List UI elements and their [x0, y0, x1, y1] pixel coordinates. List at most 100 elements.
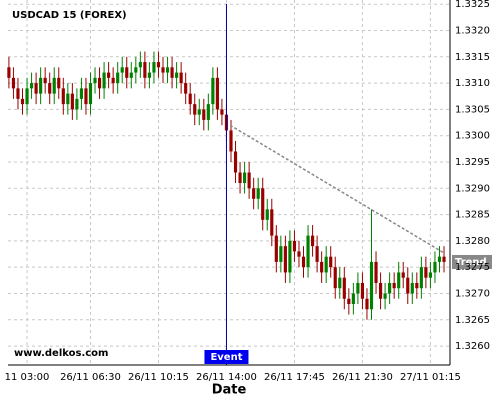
y-tick-label: 1.3295	[455, 157, 490, 168]
candle-body	[401, 272, 405, 278]
x-tick-label: 26/11 14:00	[196, 372, 257, 383]
candle-body	[175, 72, 179, 78]
candle-body	[102, 72, 106, 89]
candle-body	[197, 109, 201, 115]
candle-body	[415, 282, 419, 289]
candle-body	[97, 77, 102, 89]
candle-body	[383, 293, 387, 299]
y-tick-label: 1.3300	[455, 131, 490, 142]
candle-body	[442, 256, 446, 262]
candle-body	[351, 293, 355, 304]
candle-body	[320, 261, 324, 273]
candle-body	[116, 72, 120, 84]
trend-label-box	[452, 254, 492, 269]
candle-body	[437, 256, 442, 262]
candle-body	[247, 172, 251, 189]
candle-body	[202, 109, 206, 120]
candle-body	[120, 67, 124, 73]
y-tick-label: 1.3260	[455, 341, 490, 352]
x-tick-label: 26/11 17:45	[264, 372, 325, 383]
candle-body	[43, 77, 47, 84]
candle-body	[48, 83, 52, 94]
y-tick-label: 1.3315	[455, 52, 490, 63]
candle-body	[338, 277, 342, 289]
trend-line	[229, 124, 445, 254]
candle-body	[129, 72, 133, 78]
y-tick-label: 1.3310	[455, 78, 490, 89]
candle-body	[388, 282, 392, 294]
grid	[8, 0, 450, 365]
candle-body	[433, 261, 437, 273]
candle-body	[392, 282, 396, 289]
candle-body	[333, 267, 337, 289]
x-tick-label: 26/11 10:15	[128, 372, 189, 383]
candle-body	[419, 267, 423, 289]
candle-body	[152, 62, 156, 73]
candle-body	[274, 235, 278, 262]
candle-body	[147, 72, 151, 78]
candle-body	[310, 235, 315, 247]
candle-body	[165, 67, 170, 73]
candle-body	[179, 72, 183, 84]
candle-body	[324, 256, 328, 273]
y-tick-label: 1.3275	[455, 262, 490, 273]
x-tick-label: 27/11 01:15	[400, 372, 461, 383]
candle-body	[374, 261, 378, 283]
y-tick-label: 1.3320	[455, 26, 490, 37]
candle-body	[220, 109, 224, 115]
candle-body	[306, 235, 310, 268]
candle-body	[329, 256, 333, 268]
candle-body	[369, 261, 374, 310]
candle-body	[397, 272, 401, 289]
candle-body	[61, 88, 65, 105]
event-label-box	[204, 350, 249, 364]
candle-body	[256, 188, 260, 199]
candle-body	[143, 62, 147, 78]
y-tick-label: 1.3290	[455, 183, 490, 194]
candle-body	[288, 240, 292, 273]
candle-body	[20, 98, 25, 105]
candle-body	[356, 282, 360, 294]
candle-body	[25, 88, 29, 105]
candle-body	[252, 188, 256, 199]
candle-body	[125, 67, 129, 78]
candle-body	[70, 93, 74, 110]
candle-body	[39, 77, 43, 94]
candle-body	[29, 83, 34, 89]
candle-body	[424, 267, 428, 278]
candle-body	[93, 77, 97, 84]
candle-body	[170, 67, 174, 78]
candles	[7, 51, 446, 320]
y-tick-label: 1.3265	[455, 315, 490, 326]
candle-body	[161, 67, 165, 73]
candle-body	[88, 83, 93, 105]
candle-body	[107, 72, 111, 78]
candle-body	[270, 209, 274, 236]
x-tick-label: 11 03:00	[5, 372, 50, 383]
candle-body	[342, 277, 346, 299]
candle-body	[138, 62, 142, 68]
y-tick-label: 1.3285	[455, 210, 490, 221]
candle-body	[79, 88, 84, 99]
candle-body	[265, 209, 269, 220]
candle-body	[206, 104, 210, 120]
trend-label: Trend	[455, 257, 487, 268]
candle-body	[84, 88, 88, 105]
candle-body	[238, 172, 242, 184]
y-tick-label: 1.3325	[455, 0, 490, 10]
candle-body	[134, 67, 138, 73]
y-tick-label: 1.3305	[455, 104, 490, 115]
candle-body	[315, 246, 319, 262]
candle-body	[34, 83, 38, 94]
candle-body	[7, 67, 11, 78]
candle-body	[297, 251, 301, 257]
candle-body	[233, 151, 238, 173]
candle-body	[184, 83, 188, 94]
x-tick-label: 26/11 06:30	[60, 372, 121, 383]
candle-body	[406, 277, 410, 294]
candle-body	[66, 93, 70, 105]
watermark: www.delkos.com	[14, 348, 108, 359]
candle-body	[301, 256, 306, 268]
